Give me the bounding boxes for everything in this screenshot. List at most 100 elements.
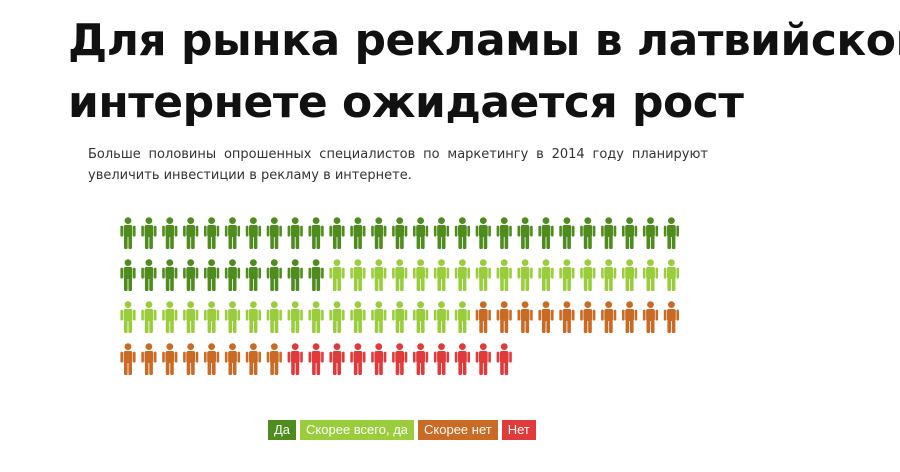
person-icon-skoree-da <box>433 259 450 291</box>
person-icon-skoree-da <box>350 259 366 291</box>
person-icon-skoree-da <box>392 259 408 291</box>
person-icon-skoree-net <box>204 343 220 375</box>
person-icon-net <box>475 343 491 375</box>
person-icon-net <box>308 343 324 375</box>
person-icon-da <box>141 259 157 291</box>
person-icon-da <box>642 217 659 249</box>
person-icon-skoree-da <box>350 301 366 333</box>
person-icon-da <box>204 259 220 291</box>
person-icon-skoree-da <box>454 301 470 333</box>
person-icon-da <box>141 217 157 249</box>
person-icon-skoree-net <box>475 301 491 333</box>
person-icon-skoree-da <box>204 301 220 333</box>
person-icon-da <box>329 217 345 249</box>
person-icon-skoree-da <box>538 259 554 291</box>
person-icon-skoree-net <box>141 343 157 375</box>
person-icon-skoree-net <box>622 301 638 333</box>
legend: Да Скорее всего, да Скорее нет Нет <box>268 420 536 440</box>
person-icon-skoree-net <box>663 301 679 333</box>
person-icon-da <box>496 217 512 249</box>
person-icon-da <box>120 217 136 249</box>
legend-item-da: Да <box>268 420 297 440</box>
person-icon-da <box>120 259 136 291</box>
person-icon-skoree-net <box>517 301 533 333</box>
person-icon-skoree-da <box>245 301 261 333</box>
person-icon-da <box>433 217 450 249</box>
person-icon-da <box>622 217 638 249</box>
person-icon-skoree-net <box>538 301 554 333</box>
person-icon-skoree-da <box>183 301 199 333</box>
person-icon-net <box>392 343 408 375</box>
person-icon-skoree-net <box>266 343 282 375</box>
person-icon-skoree-da <box>433 301 450 333</box>
person-icon-skoree-da <box>496 259 512 291</box>
person-icon-skoree-net <box>162 343 178 375</box>
page-title: Для рынка рекламы в латвийском интернете… <box>68 10 900 134</box>
person-icon-skoree-net <box>245 343 261 375</box>
person-icon-da <box>601 217 617 249</box>
person-icon-da <box>350 217 366 249</box>
subtitle: Больше половины опрошенных специалистов … <box>88 147 708 183</box>
person-icon-da <box>245 217 261 249</box>
person-icon-net <box>454 343 470 375</box>
person-icon-da <box>308 259 324 291</box>
person-icon-skoree-da <box>454 259 470 291</box>
person-icon-skoree-net <box>183 343 199 375</box>
person-icon-skoree-da <box>642 259 659 291</box>
person-icon-da <box>413 217 429 249</box>
person-icon-skoree-da <box>392 301 408 333</box>
person-icon-da <box>580 217 596 249</box>
legend-item-skoree-da: Скорее всего, да <box>300 420 415 440</box>
person-icon-skoree-da <box>329 259 345 291</box>
person-icon-skoree-da <box>224 301 241 333</box>
person-icon-skoree-da <box>559 259 575 291</box>
person-icon-skoree-da <box>622 259 638 291</box>
person-icon-da <box>308 217 324 249</box>
title-line-1: Для рынка рекламы в латвийском <box>68 15 900 66</box>
person-icon-skoree-da <box>141 301 157 333</box>
person-icon-da <box>162 217 178 249</box>
person-icon-skoree-net <box>224 343 241 375</box>
person-icon-net <box>433 343 450 375</box>
person-icon-skoree-da <box>475 259 491 291</box>
person-icon-skoree-da <box>517 259 533 291</box>
person-icon-da <box>454 217 470 249</box>
person-icon-skoree-net <box>120 343 136 375</box>
person-icon-da <box>183 217 199 249</box>
person-icon-da <box>266 259 282 291</box>
person-icon-net <box>496 343 512 375</box>
legend-item-net: Нет <box>501 420 536 440</box>
person-icon-da <box>538 217 554 249</box>
title-line-2: интернете ожидается рост <box>68 77 744 128</box>
person-icon-skoree-da <box>308 301 324 333</box>
person-icon-skoree-da <box>413 301 429 333</box>
legend-item-skoree-net: Скорее нет <box>418 420 498 440</box>
person-icon-da <box>245 259 261 291</box>
person-icon-da <box>392 217 408 249</box>
person-icon-skoree-da <box>663 259 679 291</box>
person-icon-net <box>287 343 303 375</box>
person-icon-skoree-da <box>162 301 178 333</box>
person-icon-da <box>224 217 241 249</box>
person-icon-da <box>475 217 491 249</box>
person-icon-net <box>350 343 366 375</box>
person-icon-skoree-da <box>287 301 303 333</box>
person-icon-da <box>371 217 387 249</box>
person-icon-net <box>329 343 345 375</box>
person-icon-skoree-da <box>601 259 617 291</box>
person-icon-skoree-net <box>559 301 575 333</box>
person-icon-da <box>663 217 679 249</box>
person-icon-skoree-da <box>371 301 387 333</box>
person-icon-da <box>517 217 533 249</box>
person-icon-net <box>371 343 387 375</box>
person-icon-skoree-net <box>642 301 659 333</box>
person-icon-da <box>287 217 303 249</box>
person-icon-da <box>266 217 282 249</box>
person-icon-da <box>204 217 220 249</box>
person-icon-skoree-da <box>329 301 345 333</box>
person-icon-skoree-da <box>266 301 282 333</box>
person-icon-skoree-da <box>371 259 387 291</box>
person-icon-da <box>287 259 303 291</box>
person-icon-da <box>183 259 199 291</box>
